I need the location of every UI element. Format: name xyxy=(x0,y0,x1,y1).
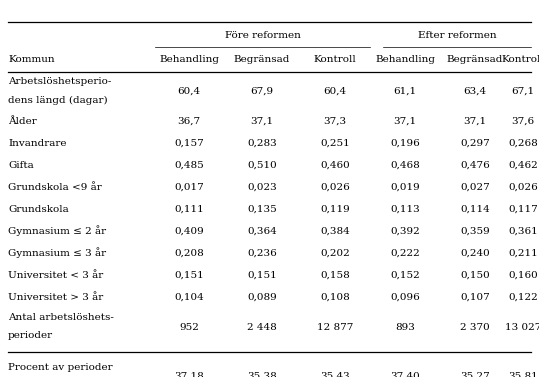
Text: Arbetslöshetsperio-: Arbetslöshetsperio- xyxy=(8,78,112,86)
Text: 0,297: 0,297 xyxy=(460,138,490,147)
Text: 0,114: 0,114 xyxy=(460,204,490,213)
Text: 35,81: 35,81 xyxy=(508,371,538,377)
Text: Ålder: Ålder xyxy=(8,116,37,126)
Text: 0,152: 0,152 xyxy=(390,271,420,279)
Text: 0,023: 0,023 xyxy=(247,182,277,192)
Text: 0,196: 0,196 xyxy=(390,138,420,147)
Text: 0,240: 0,240 xyxy=(460,248,490,257)
Text: Gymnasium ≤ 2 år: Gymnasium ≤ 2 år xyxy=(8,225,106,236)
Text: Grundskola <9 år: Grundskola <9 år xyxy=(8,182,102,192)
Text: Antal arbetslöshets-: Antal arbetslöshets- xyxy=(8,314,114,322)
Text: 0,122: 0,122 xyxy=(508,293,538,302)
Text: 2 448: 2 448 xyxy=(247,322,277,331)
Text: Grundskola: Grundskola xyxy=(8,204,69,213)
Text: Kontroll: Kontroll xyxy=(314,55,356,64)
Text: 2 370: 2 370 xyxy=(460,322,490,331)
Text: 37,1: 37,1 xyxy=(251,116,274,126)
Text: 0,202: 0,202 xyxy=(320,248,350,257)
Text: 0,150: 0,150 xyxy=(460,271,490,279)
Text: 35,27: 35,27 xyxy=(460,371,490,377)
Text: 0,111: 0,111 xyxy=(174,204,204,213)
Text: 37,40: 37,40 xyxy=(390,371,420,377)
Text: 0,409: 0,409 xyxy=(174,227,204,236)
Text: 0,462: 0,462 xyxy=(508,161,538,170)
Text: 0,476: 0,476 xyxy=(460,161,490,170)
Text: 0,392: 0,392 xyxy=(390,227,420,236)
Text: 0,089: 0,089 xyxy=(247,293,277,302)
Text: 0,160: 0,160 xyxy=(508,271,538,279)
Text: Gifta: Gifta xyxy=(8,161,34,170)
Text: 0,208: 0,208 xyxy=(174,248,204,257)
Text: 12 877: 12 877 xyxy=(317,322,353,331)
Text: 0,283: 0,283 xyxy=(247,138,277,147)
Text: Gymnasium ≤ 3 år: Gymnasium ≤ 3 år xyxy=(8,248,106,258)
Text: 0,151: 0,151 xyxy=(174,271,204,279)
Text: 0,019: 0,019 xyxy=(390,182,420,192)
Text: 0,151: 0,151 xyxy=(247,271,277,279)
Text: 0,027: 0,027 xyxy=(460,182,490,192)
Text: 35,43: 35,43 xyxy=(320,371,350,377)
Text: 0,158: 0,158 xyxy=(320,271,350,279)
Text: 67,9: 67,9 xyxy=(251,86,274,95)
Text: perioder: perioder xyxy=(8,331,53,340)
Text: 67,1: 67,1 xyxy=(512,86,535,95)
Text: dens längd (dagar): dens längd (dagar) xyxy=(8,95,108,104)
Text: 0,113: 0,113 xyxy=(390,204,420,213)
Text: 0,026: 0,026 xyxy=(320,182,350,192)
Text: 37,6: 37,6 xyxy=(512,116,535,126)
Text: 61,1: 61,1 xyxy=(393,86,417,95)
Text: 0,268: 0,268 xyxy=(508,138,538,147)
Text: Efter reformen: Efter reformen xyxy=(418,31,496,40)
Text: Före reformen: Före reformen xyxy=(225,31,300,40)
Text: 0,026: 0,026 xyxy=(508,182,538,192)
Text: 0,384: 0,384 xyxy=(320,227,350,236)
Text: 0,107: 0,107 xyxy=(460,293,490,302)
Text: 0,108: 0,108 xyxy=(320,293,350,302)
Text: 0,485: 0,485 xyxy=(174,161,204,170)
Text: 0,236: 0,236 xyxy=(247,248,277,257)
Text: 0,119: 0,119 xyxy=(320,204,350,213)
Text: 13 027: 13 027 xyxy=(505,322,539,331)
Text: 37,1: 37,1 xyxy=(393,116,417,126)
Text: 0,104: 0,104 xyxy=(174,293,204,302)
Text: 0,117: 0,117 xyxy=(508,204,538,213)
Text: 0,135: 0,135 xyxy=(247,204,277,213)
Text: Begränsad: Begränsad xyxy=(447,55,503,64)
Text: 0,510: 0,510 xyxy=(247,161,277,170)
Text: 0,211: 0,211 xyxy=(508,248,538,257)
Text: Behandling: Behandling xyxy=(375,55,435,64)
Text: 0,157: 0,157 xyxy=(174,138,204,147)
Text: 35,38: 35,38 xyxy=(247,371,277,377)
Text: 0,096: 0,096 xyxy=(390,293,420,302)
Text: Invandrare: Invandrare xyxy=(8,138,66,147)
Text: 0,359: 0,359 xyxy=(460,227,490,236)
Text: Kommun: Kommun xyxy=(8,55,54,64)
Text: Universitet > 3 år: Universitet > 3 år xyxy=(8,293,103,302)
Text: 893: 893 xyxy=(395,322,415,331)
Text: 0,468: 0,468 xyxy=(390,161,420,170)
Text: 37,18: 37,18 xyxy=(174,371,204,377)
Text: Procent av perioder: Procent av perioder xyxy=(8,363,113,371)
Text: 0,017: 0,017 xyxy=(174,182,204,192)
Text: 0,460: 0,460 xyxy=(320,161,350,170)
Text: 37,3: 37,3 xyxy=(323,116,347,126)
Text: Universitet < 3 år: Universitet < 3 år xyxy=(8,271,103,279)
Text: 0,361: 0,361 xyxy=(508,227,538,236)
Text: 0,222: 0,222 xyxy=(390,248,420,257)
Text: 36,7: 36,7 xyxy=(177,116,201,126)
Text: Begränsad: Begränsad xyxy=(234,55,290,64)
Text: Kontroll: Kontroll xyxy=(502,55,539,64)
Text: 0,251: 0,251 xyxy=(320,138,350,147)
Text: 952: 952 xyxy=(179,322,199,331)
Text: 37,1: 37,1 xyxy=(464,116,487,126)
Text: 63,4: 63,4 xyxy=(464,86,487,95)
Text: 60,4: 60,4 xyxy=(323,86,347,95)
Text: 60,4: 60,4 xyxy=(177,86,201,95)
Text: 0,364: 0,364 xyxy=(247,227,277,236)
Text: Behandling: Behandling xyxy=(159,55,219,64)
